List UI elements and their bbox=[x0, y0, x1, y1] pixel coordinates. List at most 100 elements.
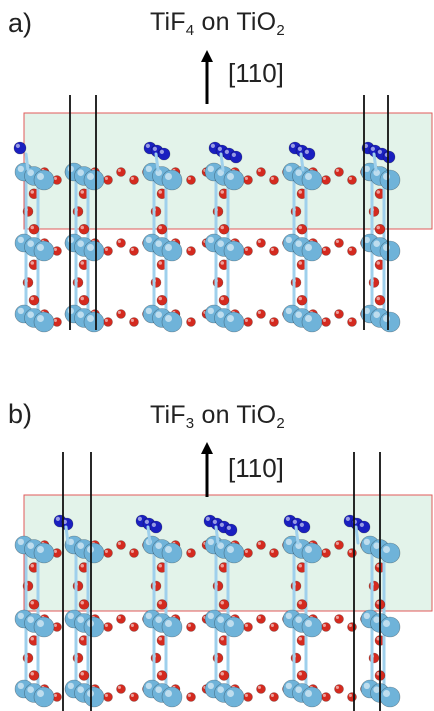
fluorine-atom-highlight bbox=[231, 152, 236, 157]
oxygen-atom bbox=[321, 622, 331, 632]
titanium-atom-highlight bbox=[217, 311, 224, 318]
titanium-atom-highlight bbox=[363, 236, 370, 244]
bond bbox=[372, 152, 378, 172]
direction-arrow-head bbox=[201, 442, 213, 454]
fluorine-atom bbox=[229, 150, 243, 164]
titanium-atom-highlight bbox=[217, 240, 224, 247]
titanium-atom bbox=[161, 240, 183, 262]
oxygen-atom-highlight bbox=[80, 261, 84, 265]
oxygen-atom bbox=[156, 599, 168, 610]
titanium-atom-highlight bbox=[165, 315, 172, 322]
oxygen-atom-highlight bbox=[104, 247, 109, 251]
titanium-atom-highlight bbox=[383, 546, 390, 553]
titanium-atom-highlight bbox=[305, 690, 312, 697]
oxygen-atom bbox=[103, 317, 113, 327]
oxygen-atom bbox=[269, 622, 279, 632]
oxygen-atom bbox=[347, 622, 357, 632]
oxygen-atom-highlight bbox=[158, 601, 162, 605]
oxygen-atom bbox=[296, 223, 308, 235]
oxygen-atom-highlight bbox=[158, 564, 162, 568]
oxygen-atom bbox=[243, 317, 253, 327]
oxygen-atom-highlight bbox=[53, 623, 57, 627]
titanium-atom-highlight bbox=[363, 165, 370, 173]
titanium-atom-highlight bbox=[155, 542, 162, 549]
oxygen-atom bbox=[218, 599, 230, 610]
fluorine-atom bbox=[224, 523, 238, 537]
oxygen-atom-highlight bbox=[187, 693, 191, 697]
fluorine-atom-highlight bbox=[292, 519, 297, 524]
titanium-atom-highlight bbox=[295, 240, 302, 247]
titanium-atom-highlight bbox=[87, 173, 94, 180]
titanium-atom-highlight bbox=[207, 165, 215, 173]
titanium-atom-highlight bbox=[145, 236, 153, 244]
oxygen-atom bbox=[269, 317, 279, 327]
fluorine-atom-highlight bbox=[217, 146, 222, 151]
oxygen-atom-highlight bbox=[30, 601, 34, 605]
oxygen-atom-highlight bbox=[348, 176, 352, 180]
titanium-atom bbox=[83, 686, 105, 708]
titanium-atom bbox=[161, 686, 183, 708]
oxygen-atom-highlight bbox=[130, 176, 134, 180]
oxygen-atom-highlight bbox=[80, 296, 84, 301]
fluorine-atom-highlight bbox=[226, 525, 231, 530]
titanium-atom-highlight bbox=[165, 546, 172, 553]
oxygen-atom-highlight bbox=[244, 623, 248, 627]
oxygen-atom-highlight bbox=[187, 318, 191, 322]
titanium-atom bbox=[83, 542, 105, 564]
direction-label: [110] bbox=[228, 453, 284, 483]
oxygen-atom-highlight bbox=[322, 623, 326, 627]
oxygen-atom-highlight bbox=[322, 318, 326, 322]
oxygen-atom bbox=[243, 622, 253, 632]
oxygen-atom bbox=[103, 548, 113, 558]
direction-label: [110] bbox=[228, 58, 284, 88]
titanium-atom bbox=[83, 616, 105, 638]
oxygen-atom bbox=[243, 548, 253, 558]
oxygen-atom-highlight bbox=[220, 225, 224, 230]
oxygen-atom-highlight bbox=[187, 549, 191, 553]
oxygen-atom-highlight bbox=[335, 168, 339, 172]
titanium-atom-highlight bbox=[285, 165, 292, 173]
oxygen-atom-highlight bbox=[187, 176, 191, 180]
oxygen-atom bbox=[186, 622, 196, 632]
titanium-atom-highlight bbox=[155, 616, 162, 623]
titanium-atom-highlight bbox=[77, 311, 85, 318]
oxygen-atom-highlight bbox=[130, 623, 134, 627]
fluorine-atom-highlight bbox=[299, 522, 304, 527]
titanium-atom-highlight bbox=[383, 173, 390, 180]
oxygen-atom bbox=[243, 175, 253, 185]
titanium-atom-highlight bbox=[67, 612, 74, 619]
oxygen-atom bbox=[334, 167, 344, 177]
titanium-atom bbox=[379, 240, 401, 262]
crystal-structure bbox=[14, 442, 433, 711]
bond bbox=[354, 525, 360, 545]
titanium-atom-highlight bbox=[285, 682, 292, 689]
titanium-atom-highlight bbox=[305, 546, 312, 553]
oxygen-atom bbox=[269, 548, 279, 558]
oxygen-atom bbox=[256, 684, 266, 694]
titanium-atom-highlight bbox=[145, 612, 153, 619]
oxygen-atom bbox=[116, 614, 126, 624]
titanium-atom bbox=[223, 240, 245, 262]
oxygen-atom-highlight bbox=[376, 225, 380, 230]
titanium-atom-highlight bbox=[165, 173, 172, 180]
oxygen-atom bbox=[116, 238, 126, 248]
panel-b: b) TiF3 on TiO2 [110] bbox=[0, 385, 434, 711]
titanium-atom-highlight bbox=[227, 546, 234, 553]
titanium-atom bbox=[379, 311, 401, 333]
oxygen-atom-highlight bbox=[30, 225, 34, 230]
fluorine-atom-highlight bbox=[285, 516, 290, 521]
fluorine-atom-highlight bbox=[290, 143, 295, 148]
oxygen-atom-highlight bbox=[80, 190, 84, 194]
oxygen-atom bbox=[296, 599, 308, 610]
oxygen-atom-highlight bbox=[80, 225, 84, 230]
oxygen-atom-highlight bbox=[322, 247, 326, 251]
titanium-atom-highlight bbox=[295, 169, 302, 176]
titanium-atom bbox=[161, 616, 183, 638]
titanium-atom-highlight bbox=[77, 542, 85, 549]
oxygen-atom-highlight bbox=[335, 685, 339, 689]
titanium-atom bbox=[161, 169, 183, 191]
titanium-atom bbox=[223, 542, 245, 564]
titanium-atom-highlight bbox=[77, 616, 85, 623]
oxygen-atom-highlight bbox=[298, 564, 302, 568]
titanium-atom bbox=[161, 542, 183, 564]
